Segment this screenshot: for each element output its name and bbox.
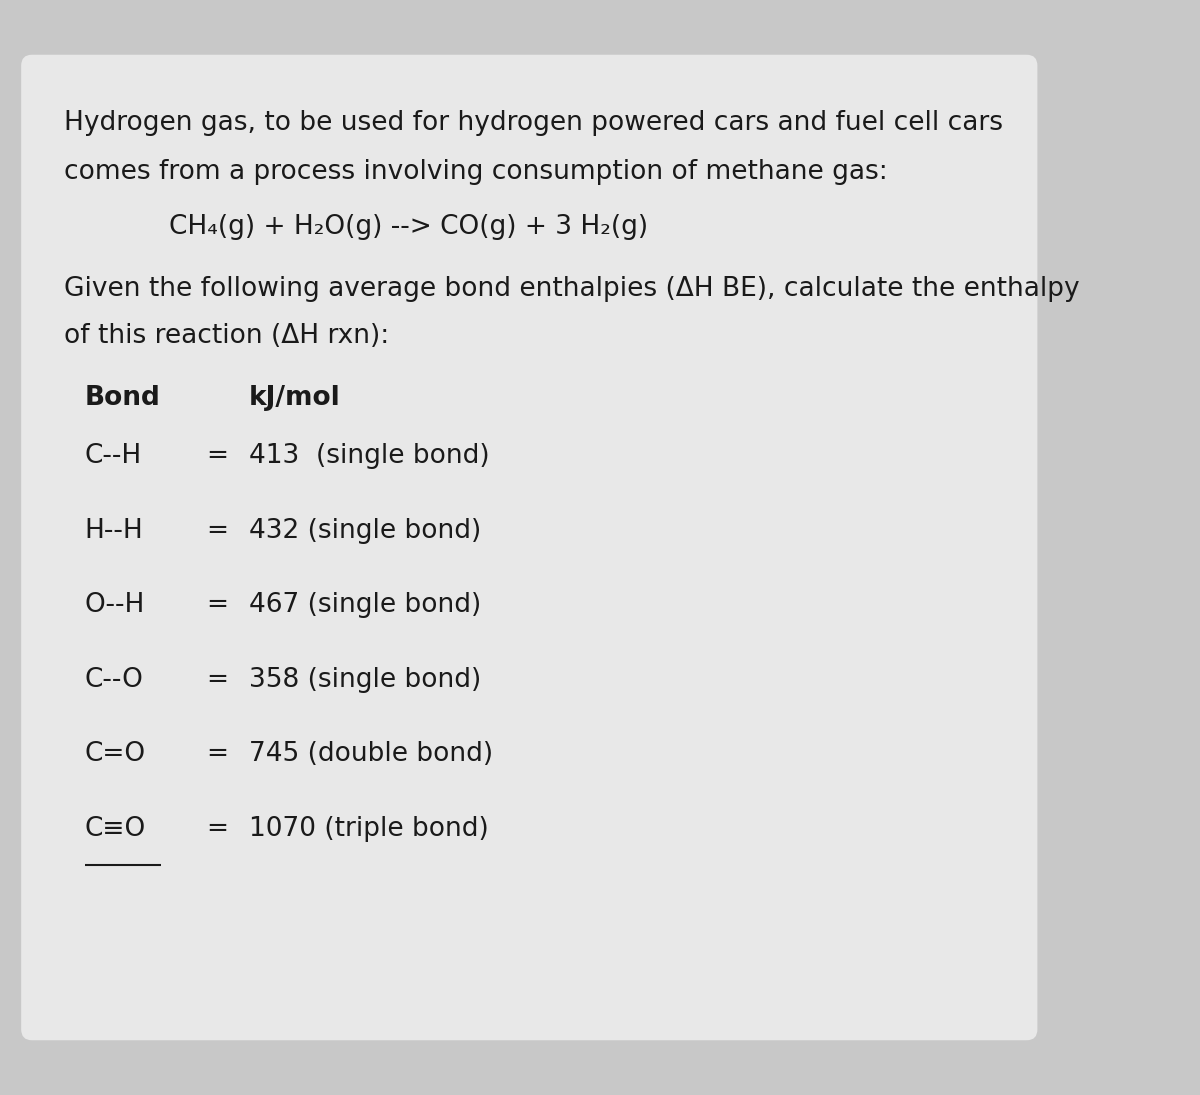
FancyBboxPatch shape	[22, 55, 1038, 1040]
Text: O--H: O--H	[85, 592, 145, 619]
Text: =: =	[206, 592, 228, 619]
Text: 432 (single bond): 432 (single bond)	[248, 518, 481, 544]
Text: =: =	[206, 667, 228, 693]
Text: 1070 (triple bond): 1070 (triple bond)	[248, 816, 488, 842]
Text: Bond: Bond	[85, 385, 161, 412]
Text: 467 (single bond): 467 (single bond)	[248, 592, 481, 619]
Text: C--H: C--H	[85, 443, 142, 470]
Text: =: =	[206, 443, 228, 470]
Text: =: =	[206, 741, 228, 768]
Text: =: =	[206, 518, 228, 544]
Text: 745 (double bond): 745 (double bond)	[248, 741, 493, 768]
Text: of this reaction (ΔH rxn):: of this reaction (ΔH rxn):	[64, 323, 389, 349]
Text: Given the following average bond enthalpies (ΔH BE), calculate the enthalpy: Given the following average bond enthalp…	[64, 276, 1079, 302]
Text: H--H: H--H	[85, 518, 144, 544]
Text: 413  (single bond): 413 (single bond)	[248, 443, 490, 470]
Text: C--O: C--O	[85, 667, 144, 693]
Text: comes from a process involving consumption of methane gas:: comes from a process involving consumpti…	[64, 159, 887, 185]
Text: =: =	[206, 816, 228, 842]
Text: CH₄(g) + H₂O(g) --> CO(g) + 3 H₂(g): CH₄(g) + H₂O(g) --> CO(g) + 3 H₂(g)	[169, 214, 648, 240]
Text: kJ/mol: kJ/mol	[248, 385, 341, 412]
Text: 358 (single bond): 358 (single bond)	[248, 667, 481, 693]
Text: Hydrogen gas, to be used for hydrogen powered cars and fuel cell cars: Hydrogen gas, to be used for hydrogen po…	[64, 110, 1002, 136]
Text: C≡O: C≡O	[85, 816, 146, 842]
Text: C=O: C=O	[85, 741, 146, 768]
